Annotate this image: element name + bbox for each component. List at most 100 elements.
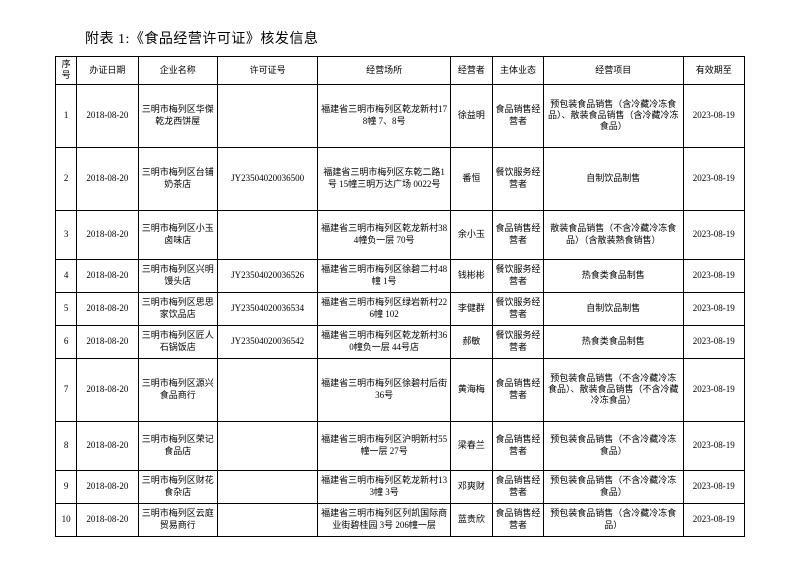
cell-loc: 福建省三明市梅列区徐碧村后街 36号: [318, 358, 450, 421]
cell-corp: 三明市梅列区台铺奶茶店: [138, 147, 217, 210]
cell-corp: 三明市梅列区兴明馒头店: [138, 259, 217, 292]
cell-seq: 4: [56, 259, 77, 292]
cell-op: 余小玉: [450, 210, 492, 259]
cell-op: 李健群: [450, 292, 492, 325]
cell-op: 钱彬彬: [450, 259, 492, 292]
cell-proj: 预包装食品销售（含冷藏冷冻食品）、散装食品销售（含冷藏冷冻食品）: [543, 84, 683, 147]
table-row: 62018-08-20三明市梅列区匠人石锅饭店JY23504020036542福…: [56, 325, 745, 358]
cell-op: 徐益明: [450, 84, 492, 147]
cell-op: 郝敏: [450, 325, 492, 358]
col-biz: 主体业态: [493, 57, 544, 85]
cell-biz: 餐饮服务经营者: [493, 325, 544, 358]
cell-lic: JY23504020036500: [217, 147, 318, 210]
cell-biz: 食品销售经营者: [493, 84, 544, 147]
cell-loc: 福建省三明市梅列区乾龙新村178幢 7、8号: [318, 84, 450, 147]
cell-biz: 食品销售经营者: [493, 358, 544, 421]
cell-biz: 食品销售经营者: [493, 470, 544, 503]
cell-date: 2018-08-20: [77, 325, 138, 358]
cell-op: 邓爽财: [450, 470, 492, 503]
col-corp: 企业名称: [138, 57, 217, 85]
table-row: 92018-08-20三明市梅列区财花食杂店福建省三明市梅列区乾龙新村133幢 …: [56, 470, 745, 503]
cell-loc: 福建省三明市梅列区乾龙新村133幢 3号: [318, 470, 450, 503]
cell-biz: 餐饮服务经营者: [493, 147, 544, 210]
cell-lic: [217, 470, 318, 503]
cell-exp: 2023-08-19: [683, 210, 744, 259]
cell-seq: 7: [56, 358, 77, 421]
table-row: 72018-08-20三明市梅列区源兴食品商行 福建省三明市梅列区徐碧村后街 36…: [56, 358, 745, 421]
cell-proj: 预包装食品销售（不含冷藏冷冻食品）: [543, 421, 683, 470]
cell-op: 蓝贵欣: [450, 503, 492, 536]
cell-exp: 2023-08-19: [683, 259, 744, 292]
cell-date: 2018-08-20: [77, 210, 138, 259]
cell-proj: 预包装食品销售（不含冷藏冷冻食品）: [543, 470, 683, 503]
cell-proj: 预包装食品销售（不含冷藏冷冻食品）、散装食品销售（不含冷藏冷冻食品）: [543, 358, 683, 421]
cell-proj: 散装食品销售（不含冷藏冷冻食品）（含散装熟食销售）: [543, 210, 683, 259]
cell-lic: JY23504020036542: [217, 325, 318, 358]
cell-lic: JY23504020036526: [217, 259, 318, 292]
cell-loc: 福建省三明市梅列区沪明新村55幢一层 27号: [318, 421, 450, 470]
table-row: 102018-08-20三明市梅列区云庭贸易商行福建省三明市梅列区列凯国际商业街…: [56, 503, 745, 536]
cell-exp: 2023-08-19: [683, 84, 744, 147]
cell-biz: 食品销售经营者: [493, 503, 544, 536]
cell-loc: 福建省三明市梅列区乾龙新村384幢负一层 70号: [318, 210, 450, 259]
table-row: 32018-08-20三明市梅列区小玉卤味店 福建省三明市梅列区乾龙新村384幢负…: [56, 210, 745, 259]
table-row: 22018-08-20三明市梅列区台铺奶茶店JY23504020036500福建…: [56, 147, 745, 210]
cell-lic: [217, 421, 318, 470]
cell-seq: 2: [56, 147, 77, 210]
cell-date: 2018-08-20: [77, 147, 138, 210]
col-lic: 许可证号: [217, 57, 318, 85]
table-row: 52018-08-20三明市梅列区思思家饮品店JY23504020036534福…: [56, 292, 745, 325]
cell-proj: 热食类食品制售: [543, 325, 683, 358]
cell-lic: [217, 503, 318, 536]
cell-exp: 2023-08-19: [683, 470, 744, 503]
cell-lic: [217, 210, 318, 259]
cell-loc: 福建省三明市梅列区绿岩新村226幢 102: [318, 292, 450, 325]
license-table: 序号 办证日期 企业名称 许可证号 经营场所 经营者 主体业态 经营项目 有效期…: [55, 56, 745, 537]
cell-corp: 三明市梅列区小玉卤味店: [138, 210, 217, 259]
table-header-row: 序号 办证日期 企业名称 许可证号 经营场所 经营者 主体业态 经营项目 有效期…: [56, 57, 745, 85]
cell-loc: 福建省三明市梅列区列凯国际商业街碧桂园 3号 206幢一层: [318, 503, 450, 536]
cell-seq: 3: [56, 210, 77, 259]
cell-exp: 2023-08-19: [683, 503, 744, 536]
cell-date: 2018-08-20: [77, 292, 138, 325]
cell-biz: 食品销售经营者: [493, 210, 544, 259]
cell-corp: 三明市梅列区匠人石锅饭店: [138, 325, 217, 358]
cell-exp: 2023-08-19: [683, 147, 744, 210]
cell-biz: 食品销售经营者: [493, 421, 544, 470]
col-seq: 序号: [56, 57, 77, 85]
cell-date: 2018-08-20: [77, 470, 138, 503]
cell-seq: 5: [56, 292, 77, 325]
cell-seq: 8: [56, 421, 77, 470]
cell-proj: 自制饮品制售: [543, 292, 683, 325]
cell-lic: JY23504020036534: [217, 292, 318, 325]
cell-op: 黄海梅: [450, 358, 492, 421]
cell-date: 2018-08-20: [77, 84, 138, 147]
cell-seq: 1: [56, 84, 77, 147]
cell-loc: 福建省三明市梅列区徐碧二村48幢 1号: [318, 259, 450, 292]
cell-date: 2018-08-20: [77, 358, 138, 421]
cell-proj: 热食类食品制售: [543, 259, 683, 292]
cell-lic: [217, 358, 318, 421]
cell-loc: 福建省三明市梅列区乾龙新村360幢负一层 44号店: [318, 325, 450, 358]
cell-exp: 2023-08-19: [683, 292, 744, 325]
cell-op: 梁春兰: [450, 421, 492, 470]
cell-loc: 福建省三明市梅列区东乾二路1号 15幢三明万达广场 0022号: [318, 147, 450, 210]
cell-proj: 预包装食品销售（含冷藏冷冻食品）: [543, 503, 683, 536]
table-row: 42018-08-20三明市梅列区兴明馒头店JY23504020036526福建…: [56, 259, 745, 292]
cell-corp: 三明市梅列区华傑乾龙西饼屋: [138, 84, 217, 147]
cell-proj: 自制饮品制售: [543, 147, 683, 210]
cell-biz: 餐饮服务经营者: [493, 259, 544, 292]
cell-biz: 餐饮服务经营者: [493, 292, 544, 325]
cell-corp: 三明市梅列区荣记食品店: [138, 421, 217, 470]
page-title: 附表 1:《食品经营许可证》核发信息: [85, 28, 745, 48]
col-op: 经营者: [450, 57, 492, 85]
col-exp: 有效期至: [683, 57, 744, 85]
cell-exp: 2023-08-19: [683, 358, 744, 421]
cell-seq: 6: [56, 325, 77, 358]
cell-corp: 三明市梅列区财花食杂店: [138, 470, 217, 503]
cell-date: 2018-08-20: [77, 259, 138, 292]
table-row: 82018-08-20三明市梅列区荣记食品店福建省三明市梅列区沪明新村55幢一层…: [56, 421, 745, 470]
cell-corp: 三明市梅列区源兴食品商行: [138, 358, 217, 421]
cell-lic: [217, 84, 318, 147]
cell-corp: 三明市梅列区思思家饮品店: [138, 292, 217, 325]
